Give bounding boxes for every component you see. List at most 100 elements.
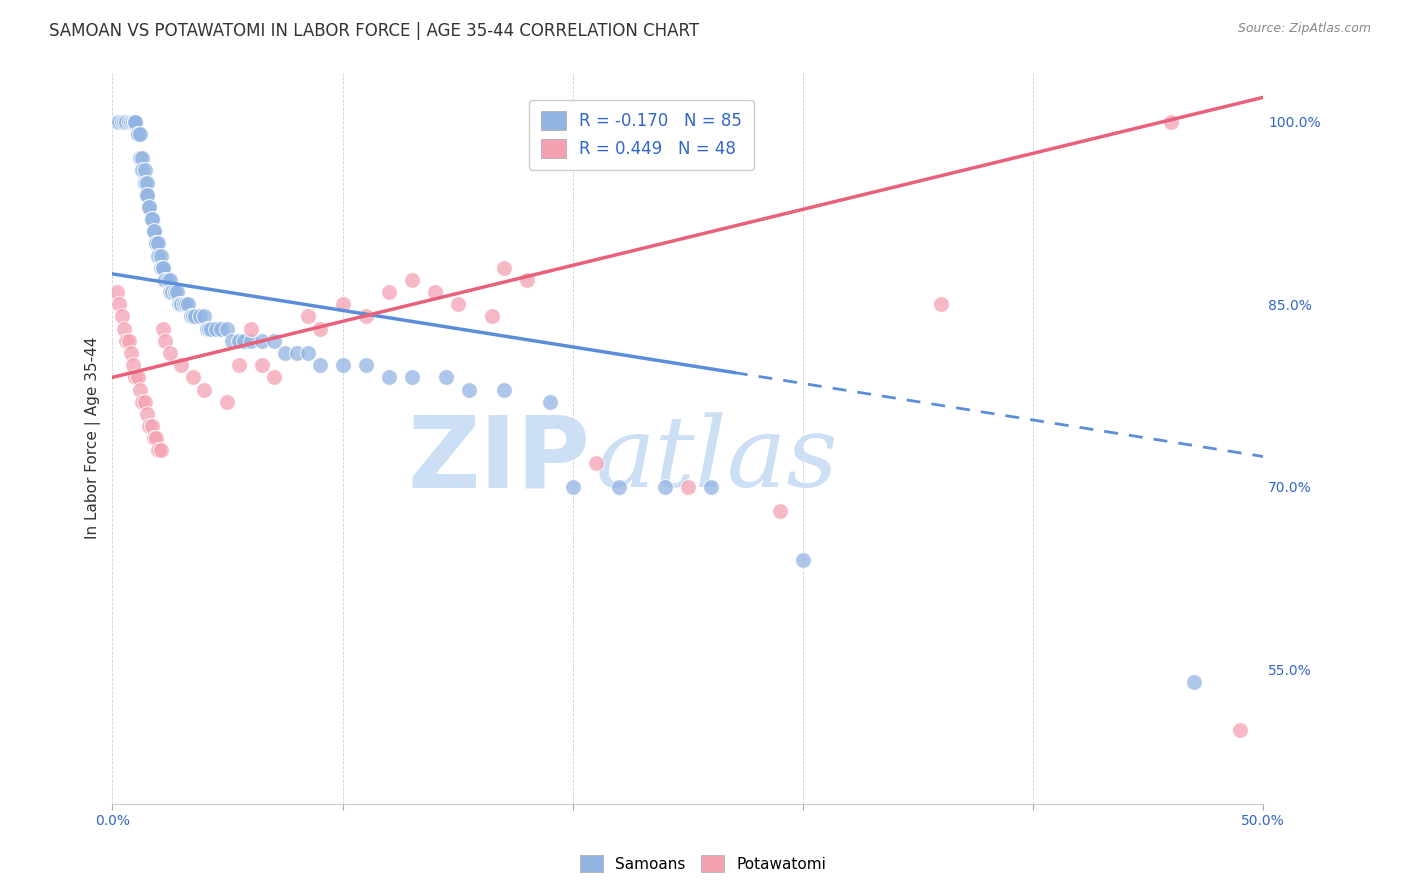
Point: [136, 187, 159, 202]
Point: [263, 370, 285, 384]
Point: [181, 310, 204, 324]
Point: [217, 394, 239, 409]
Point: [1160, 114, 1182, 128]
Point: [129, 383, 152, 397]
Point: [129, 151, 152, 165]
Point: [481, 310, 503, 324]
Point: [181, 370, 204, 384]
Legend: R = -0.170   N = 85, R = 0.449   N = 48: R = -0.170 N = 85, R = 0.449 N = 48: [529, 100, 754, 169]
Point: [138, 419, 160, 434]
Point: [149, 260, 172, 275]
Point: [700, 480, 723, 494]
Point: [141, 212, 163, 227]
Point: [177, 297, 200, 311]
Point: [117, 114, 139, 128]
Point: [167, 297, 190, 311]
Point: [136, 176, 159, 190]
Point: [200, 321, 222, 335]
Point: [162, 285, 184, 300]
Point: [155, 334, 177, 348]
Point: [145, 431, 167, 445]
Point: [156, 273, 179, 287]
Text: atlas: atlas: [596, 412, 838, 508]
Point: [676, 480, 699, 494]
Point: [142, 224, 165, 238]
Point: [131, 151, 153, 165]
Point: [159, 273, 181, 287]
Point: [159, 346, 181, 360]
Point: [155, 273, 177, 287]
Point: [138, 200, 160, 214]
Point: [193, 310, 215, 324]
Point: [127, 127, 149, 141]
Point: [115, 334, 138, 348]
Point: [127, 370, 149, 384]
Point: [297, 346, 319, 360]
Point: [929, 297, 952, 311]
Point: [239, 321, 262, 335]
Point: [195, 321, 218, 335]
Point: [170, 358, 193, 372]
Point: [149, 443, 172, 458]
Point: [401, 370, 423, 384]
Point: [159, 285, 181, 300]
Point: [173, 297, 195, 311]
Point: [105, 114, 128, 128]
Point: [124, 114, 146, 128]
Point: [170, 297, 193, 311]
Text: ZIP: ZIP: [408, 412, 591, 508]
Point: [297, 310, 319, 324]
Point: [232, 334, 254, 348]
Point: [205, 321, 228, 335]
Point: [377, 370, 399, 384]
Point: [117, 334, 139, 348]
Point: [124, 370, 146, 384]
Point: [142, 224, 165, 238]
Point: [129, 127, 152, 141]
Point: [112, 114, 135, 128]
Point: [145, 236, 167, 251]
Point: [152, 260, 174, 275]
Point: [332, 358, 354, 372]
Point: [105, 285, 128, 300]
Point: [209, 321, 232, 335]
Point: [308, 321, 330, 335]
Point: [110, 310, 132, 324]
Point: [250, 358, 273, 372]
Point: [149, 249, 172, 263]
Point: [115, 114, 138, 128]
Point: [792, 553, 814, 567]
Point: [124, 114, 146, 128]
Point: [654, 480, 676, 494]
Point: [148, 443, 170, 458]
Point: [136, 187, 159, 202]
Point: [163, 285, 186, 300]
Point: [607, 480, 630, 494]
Point: [112, 321, 135, 335]
Point: [228, 334, 250, 348]
Point: [492, 260, 515, 275]
Point: [110, 114, 132, 128]
Point: [138, 200, 160, 214]
Point: [134, 163, 156, 178]
Point: [332, 297, 354, 311]
Point: [221, 334, 243, 348]
Point: [423, 285, 446, 300]
Point: [142, 431, 165, 445]
Point: [538, 394, 561, 409]
Point: [148, 249, 170, 263]
Point: [120, 114, 142, 128]
Point: [1182, 674, 1205, 689]
Point: [152, 321, 174, 335]
Point: [170, 297, 193, 311]
Point: [141, 419, 163, 434]
Point: [434, 370, 457, 384]
Point: [250, 334, 273, 348]
Point: [122, 358, 145, 372]
Point: [354, 358, 377, 372]
Point: [1229, 723, 1251, 738]
Point: [148, 236, 170, 251]
Point: [458, 383, 481, 397]
Point: [131, 394, 153, 409]
Point: [285, 346, 308, 360]
